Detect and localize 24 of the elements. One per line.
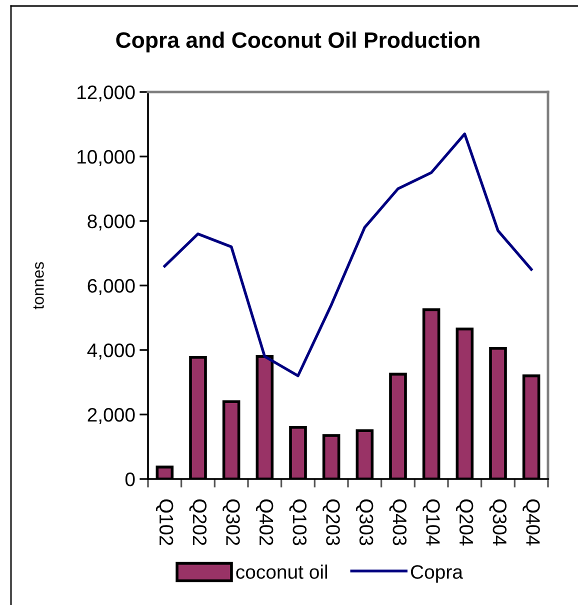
x-tick-label: Q104 [422, 499, 440, 546]
y-tick-label: 2,000 [88, 408, 135, 424]
y-tick-label: 6,000 [88, 278, 135, 296]
line-series [163, 132, 533, 378]
y-axis-title: tonnes [33, 262, 44, 310]
x-tick-label: Q203 [322, 499, 340, 546]
x-tick-label: Q404 [522, 499, 540, 546]
legend-label: coconut oil [236, 564, 328, 579]
x-tick-label: Q204 [456, 499, 474, 546]
legend-label: Copra [410, 565, 463, 583]
y-tick-label: 4,000 [87, 343, 135, 360]
x-tick-label: Q403 [389, 499, 407, 546]
x-tick-label: Q202 [189, 499, 207, 546]
y-tick-label: 8,000 [88, 214, 135, 231]
x-tick-label: Q302 [222, 499, 240, 546]
y-tick-label: 12,000 [78, 85, 135, 102]
y-tick-label: 10,000 [78, 150, 135, 166]
chart-title: Copra and Coconut Oil Production [116, 32, 480, 52]
x-tick-label: Q304 [489, 499, 507, 546]
x-tick-label: Q102 [156, 499, 174, 546]
y-tick-label: 0 [125, 472, 135, 486]
x-tick-label: Q303 [356, 499, 374, 546]
x-tick-label: Q402 [256, 499, 274, 546]
x-tick-label: Q103 [289, 499, 307, 546]
